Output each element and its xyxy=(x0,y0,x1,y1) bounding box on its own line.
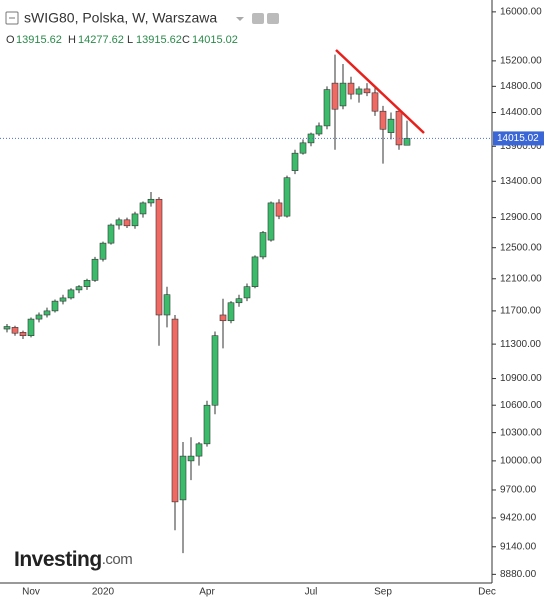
chart-title: sWIG80, Polska, W, Warszawa xyxy=(24,10,217,26)
ohlc-label: C xyxy=(182,34,190,46)
candle-body xyxy=(307,133,315,144)
watermark-suffix: .com xyxy=(102,551,133,568)
x-tick-label: Sep xyxy=(374,587,392,598)
y-tick-label: 12500.00 xyxy=(500,242,542,253)
candle-body xyxy=(27,318,35,337)
candle-body xyxy=(99,242,107,260)
candle-body xyxy=(387,118,395,133)
y-tick-label: 8880.00 xyxy=(500,569,537,580)
y-tick-label: 9140.00 xyxy=(500,541,537,552)
ohlc-value: 13915.62 xyxy=(16,34,62,46)
y-tick-label: 10300.00 xyxy=(500,427,542,438)
candle-body xyxy=(75,286,83,291)
y-tick-label: 16000.00 xyxy=(500,7,542,18)
candle-body xyxy=(171,318,179,503)
candle-body xyxy=(379,110,387,130)
y-tick-label: 12100.00 xyxy=(500,273,542,284)
y-tick-label: 13400.00 xyxy=(500,176,542,187)
candle-body xyxy=(403,138,411,146)
candle-body xyxy=(139,202,147,215)
candle-body xyxy=(299,142,307,154)
candle-body xyxy=(131,213,139,227)
settings-icon[interactable] xyxy=(267,13,279,24)
candle-body xyxy=(163,294,171,316)
candle-body xyxy=(155,198,163,316)
y-tick-label: 14800.00 xyxy=(500,81,542,92)
candle-body xyxy=(291,152,299,171)
candle-body xyxy=(19,332,27,337)
candle-body xyxy=(195,443,203,457)
ohlc-value: 14277.62 xyxy=(78,34,124,46)
y-tick-label: 12900.00 xyxy=(500,212,542,223)
candle-body xyxy=(3,326,11,330)
candle-body xyxy=(331,82,339,110)
ohlc-label: O xyxy=(6,34,15,46)
candle-body xyxy=(187,455,195,462)
candle-body xyxy=(35,314,43,320)
candle-body xyxy=(267,202,275,241)
candle-body xyxy=(227,302,235,322)
candle-body xyxy=(179,455,187,501)
candle-body xyxy=(43,310,51,316)
candle-body xyxy=(67,289,75,299)
candle-body xyxy=(51,300,59,312)
candle-body xyxy=(211,335,219,406)
candle-body xyxy=(91,258,99,281)
ohlc-readout: O 13915.62 H 14277.62 L 13915.62 C 14015… xyxy=(6,34,238,46)
candle-body xyxy=(123,219,131,227)
candle-body xyxy=(347,82,355,95)
candle-body xyxy=(235,298,243,304)
dropdown-icon[interactable] xyxy=(236,17,244,21)
ohlc-label: H xyxy=(68,34,76,46)
y-tick-label: 10000.00 xyxy=(500,456,542,467)
y-tick-label: 15200.00 xyxy=(500,56,542,67)
candle-body xyxy=(259,232,267,258)
x-tick-label: Dec xyxy=(478,587,496,598)
watermark-main: Investing xyxy=(14,548,102,571)
candle-body xyxy=(323,89,331,127)
candle-body xyxy=(219,314,227,322)
last-price-label: 14015.02 xyxy=(497,133,539,144)
candle-body xyxy=(147,198,155,204)
ohlc-value: 13915.62 xyxy=(136,34,182,46)
candle-body xyxy=(11,327,19,334)
watermark: Investing.com xyxy=(14,548,132,571)
ohlc-value: 14015.02 xyxy=(192,34,238,46)
trend-line xyxy=(335,49,425,134)
x-tick-label: Apr xyxy=(199,587,215,598)
candle-body xyxy=(275,202,283,217)
candle-body xyxy=(251,256,259,287)
candle-body xyxy=(363,88,371,94)
candle-body xyxy=(339,82,347,107)
candle-body xyxy=(203,404,211,445)
candle-body xyxy=(355,88,363,95)
last-price-box xyxy=(493,131,544,146)
candle-body xyxy=(83,280,91,287)
ohlc-label: L xyxy=(127,34,133,46)
y-tick-label: 11300.00 xyxy=(500,339,541,350)
candle-body xyxy=(59,297,67,302)
candle-body xyxy=(243,286,251,299)
candle-body xyxy=(115,219,123,226)
y-tick-label: 14400.00 xyxy=(500,107,542,118)
candle-body xyxy=(107,224,115,244)
eye-icon[interactable] xyxy=(252,13,264,24)
y-tick-label: 9420.00 xyxy=(500,513,537,524)
candle-body xyxy=(395,110,403,146)
x-tick-label: 2020 xyxy=(92,587,115,598)
y-tick-label: 10600.00 xyxy=(500,400,542,411)
y-tick-label: 11700.00 xyxy=(500,306,541,317)
candle-body xyxy=(315,125,323,135)
collapse-icon[interactable] xyxy=(5,11,19,25)
y-tick-label: 9700.00 xyxy=(500,485,537,496)
x-tick-label: Jul xyxy=(305,587,318,598)
y-tick-label: 13900.00 xyxy=(500,141,542,152)
y-tick-label: 10900.00 xyxy=(500,373,542,384)
candle-body xyxy=(283,177,291,217)
candle-body xyxy=(371,92,379,112)
x-tick-label: Nov xyxy=(22,587,40,598)
